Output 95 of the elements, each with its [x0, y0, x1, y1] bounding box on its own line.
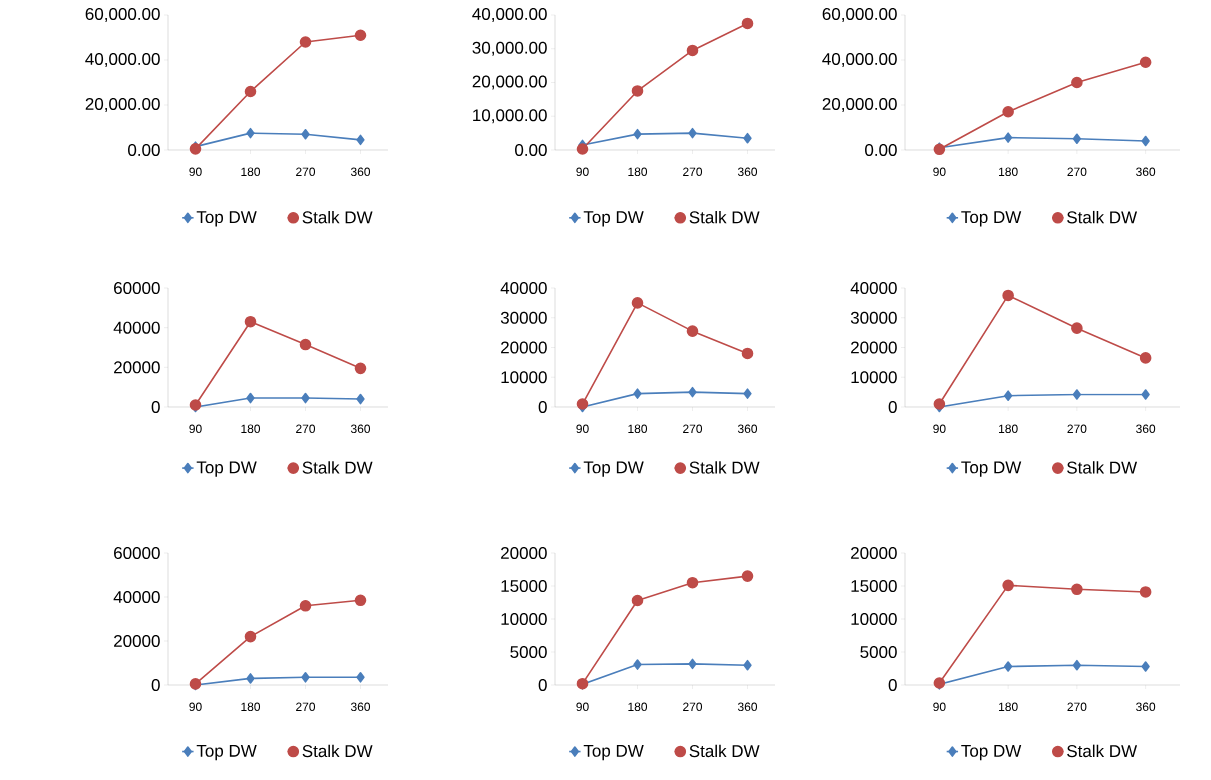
legend-label: Stalk DW	[1067, 461, 1138, 474]
legend-label: Top DW	[583, 461, 644, 477]
x-tick-label: 360	[737, 167, 758, 177]
x-tick-label: 90	[189, 702, 202, 712]
y-tick-label: 10000	[501, 371, 547, 384]
x-tick-label: 90	[576, 424, 589, 434]
x-tick-label: 180	[241, 424, 261, 434]
legend-label: Top DW	[583, 211, 644, 227]
y-tick-label: 0.00	[128, 143, 160, 157]
legend-label: Stalk DW	[689, 210, 760, 224]
y-tick-label: 40000	[500, 281, 547, 295]
y-tick-label: 0	[151, 400, 160, 414]
y-tick-label: 20000	[114, 361, 160, 374]
legend-label: Top DW	[583, 744, 644, 761]
y-tick-label: 40,000.00	[472, 7, 547, 23]
x-tick-label: 360	[1136, 424, 1156, 434]
x-tick-label: 270	[683, 702, 703, 712]
legend-label: Top DW	[961, 211, 1022, 227]
y-tick-label: 20,000.00	[472, 75, 547, 90]
y-tick-label: 60000	[114, 281, 160, 295]
y-tick-label: 0	[888, 678, 897, 692]
legend-label: Top DW	[196, 461, 257, 477]
y-tick-label: 0	[538, 678, 547, 692]
x-tick-label: 90	[933, 424, 946, 434]
legend-label: Stalk DW	[1067, 744, 1138, 758]
x-tick-label: 180	[999, 424, 1018, 434]
y-tick-label: 20,000.00	[822, 97, 897, 113]
x-tick-label: 270	[683, 424, 703, 434]
x-tick-label: 180	[628, 702, 648, 712]
y-tick-label: 60000	[114, 546, 160, 560]
y-tick-label: 10000	[851, 612, 897, 626]
legend-label: Stalk DW	[302, 210, 373, 224]
x-tick-label: 270	[1067, 167, 1087, 177]
y-tick-label: 40000	[113, 321, 160, 334]
y-tick-label: 0	[538, 400, 547, 414]
y-tick-label: 0	[888, 400, 897, 414]
x-tick-label: 270	[1067, 424, 1087, 434]
y-tick-label: 20000	[851, 341, 897, 354]
y-tick-label: 20000	[501, 341, 547, 354]
y-tick-label: 0	[151, 678, 160, 692]
x-tick-label: 180	[241, 167, 261, 177]
y-tick-label: 10000	[851, 371, 897, 384]
x-tick-label: 90	[576, 167, 589, 177]
x-tick-label: 360	[350, 702, 371, 712]
y-tick-label: 40000	[113, 590, 160, 604]
x-tick-label: 360	[737, 424, 758, 434]
legend-label: Stalk DW	[302, 461, 373, 474]
y-tick-label: 15000	[851, 579, 897, 593]
legend-label: Stalk DW	[689, 744, 760, 758]
x-tick-label: 360	[1136, 167, 1156, 177]
y-tick-label: 30,000.00	[472, 41, 547, 56]
y-tick-label: 40,000.00	[822, 52, 897, 68]
legend-label: Top DW	[196, 744, 257, 761]
legend-label: Stalk DW	[689, 461, 760, 474]
x-tick-label: 360	[350, 424, 371, 434]
x-tick-label: 90	[576, 702, 589, 712]
y-tick-label: 20000	[501, 546, 547, 560]
x-tick-label: 90	[933, 702, 946, 712]
y-tick-label: 0.00	[865, 143, 897, 157]
legend-label: Stalk DW	[1067, 210, 1138, 224]
y-tick-label: 40,000.00	[85, 52, 160, 68]
y-tick-label: 30000	[850, 311, 897, 324]
x-tick-label: 180	[999, 167, 1018, 177]
x-tick-label: 270	[683, 167, 703, 177]
x-tick-label: 360	[1136, 702, 1156, 712]
legend-label: Top DW	[196, 211, 257, 227]
x-tick-label: 270	[1067, 702, 1087, 712]
x-tick-label: 90	[933, 167, 946, 177]
y-tick-label: 20000	[114, 634, 160, 648]
x-tick-label: 270	[296, 702, 316, 712]
y-tick-label: 10,000.00	[473, 109, 547, 124]
x-tick-label: 90	[189, 424, 202, 434]
y-tick-label: 20000	[851, 546, 897, 560]
x-tick-label: 180	[241, 702, 261, 712]
y-tick-label: 60,000.00	[822, 7, 897, 23]
y-tick-label: 15000	[501, 579, 547, 593]
x-tick-label: 360	[737, 702, 758, 712]
legend-label: Top DW	[961, 744, 1022, 761]
y-tick-label: 60,000.00	[85, 7, 160, 23]
x-tick-label: 180	[628, 424, 648, 434]
y-tick-label: 10000	[501, 612, 547, 626]
x-tick-label: 180	[628, 167, 648, 177]
y-tick-label: 5000	[860, 645, 897, 659]
x-tick-label: 180	[999, 702, 1018, 712]
x-tick-label: 360	[350, 167, 371, 177]
legend-label: Top DW	[961, 461, 1022, 477]
y-tick-label: 30000	[500, 311, 547, 324]
x-tick-label: 270	[296, 167, 316, 177]
y-tick-label: 40000	[850, 281, 897, 295]
x-tick-label: 270	[296, 424, 316, 434]
y-tick-label: 0.00	[515, 143, 547, 157]
x-tick-label: 90	[189, 167, 202, 177]
y-tick-label: 5000	[510, 645, 547, 659]
y-tick-label: 20,000.00	[85, 97, 160, 113]
legend-label: Stalk DW	[302, 744, 373, 758]
